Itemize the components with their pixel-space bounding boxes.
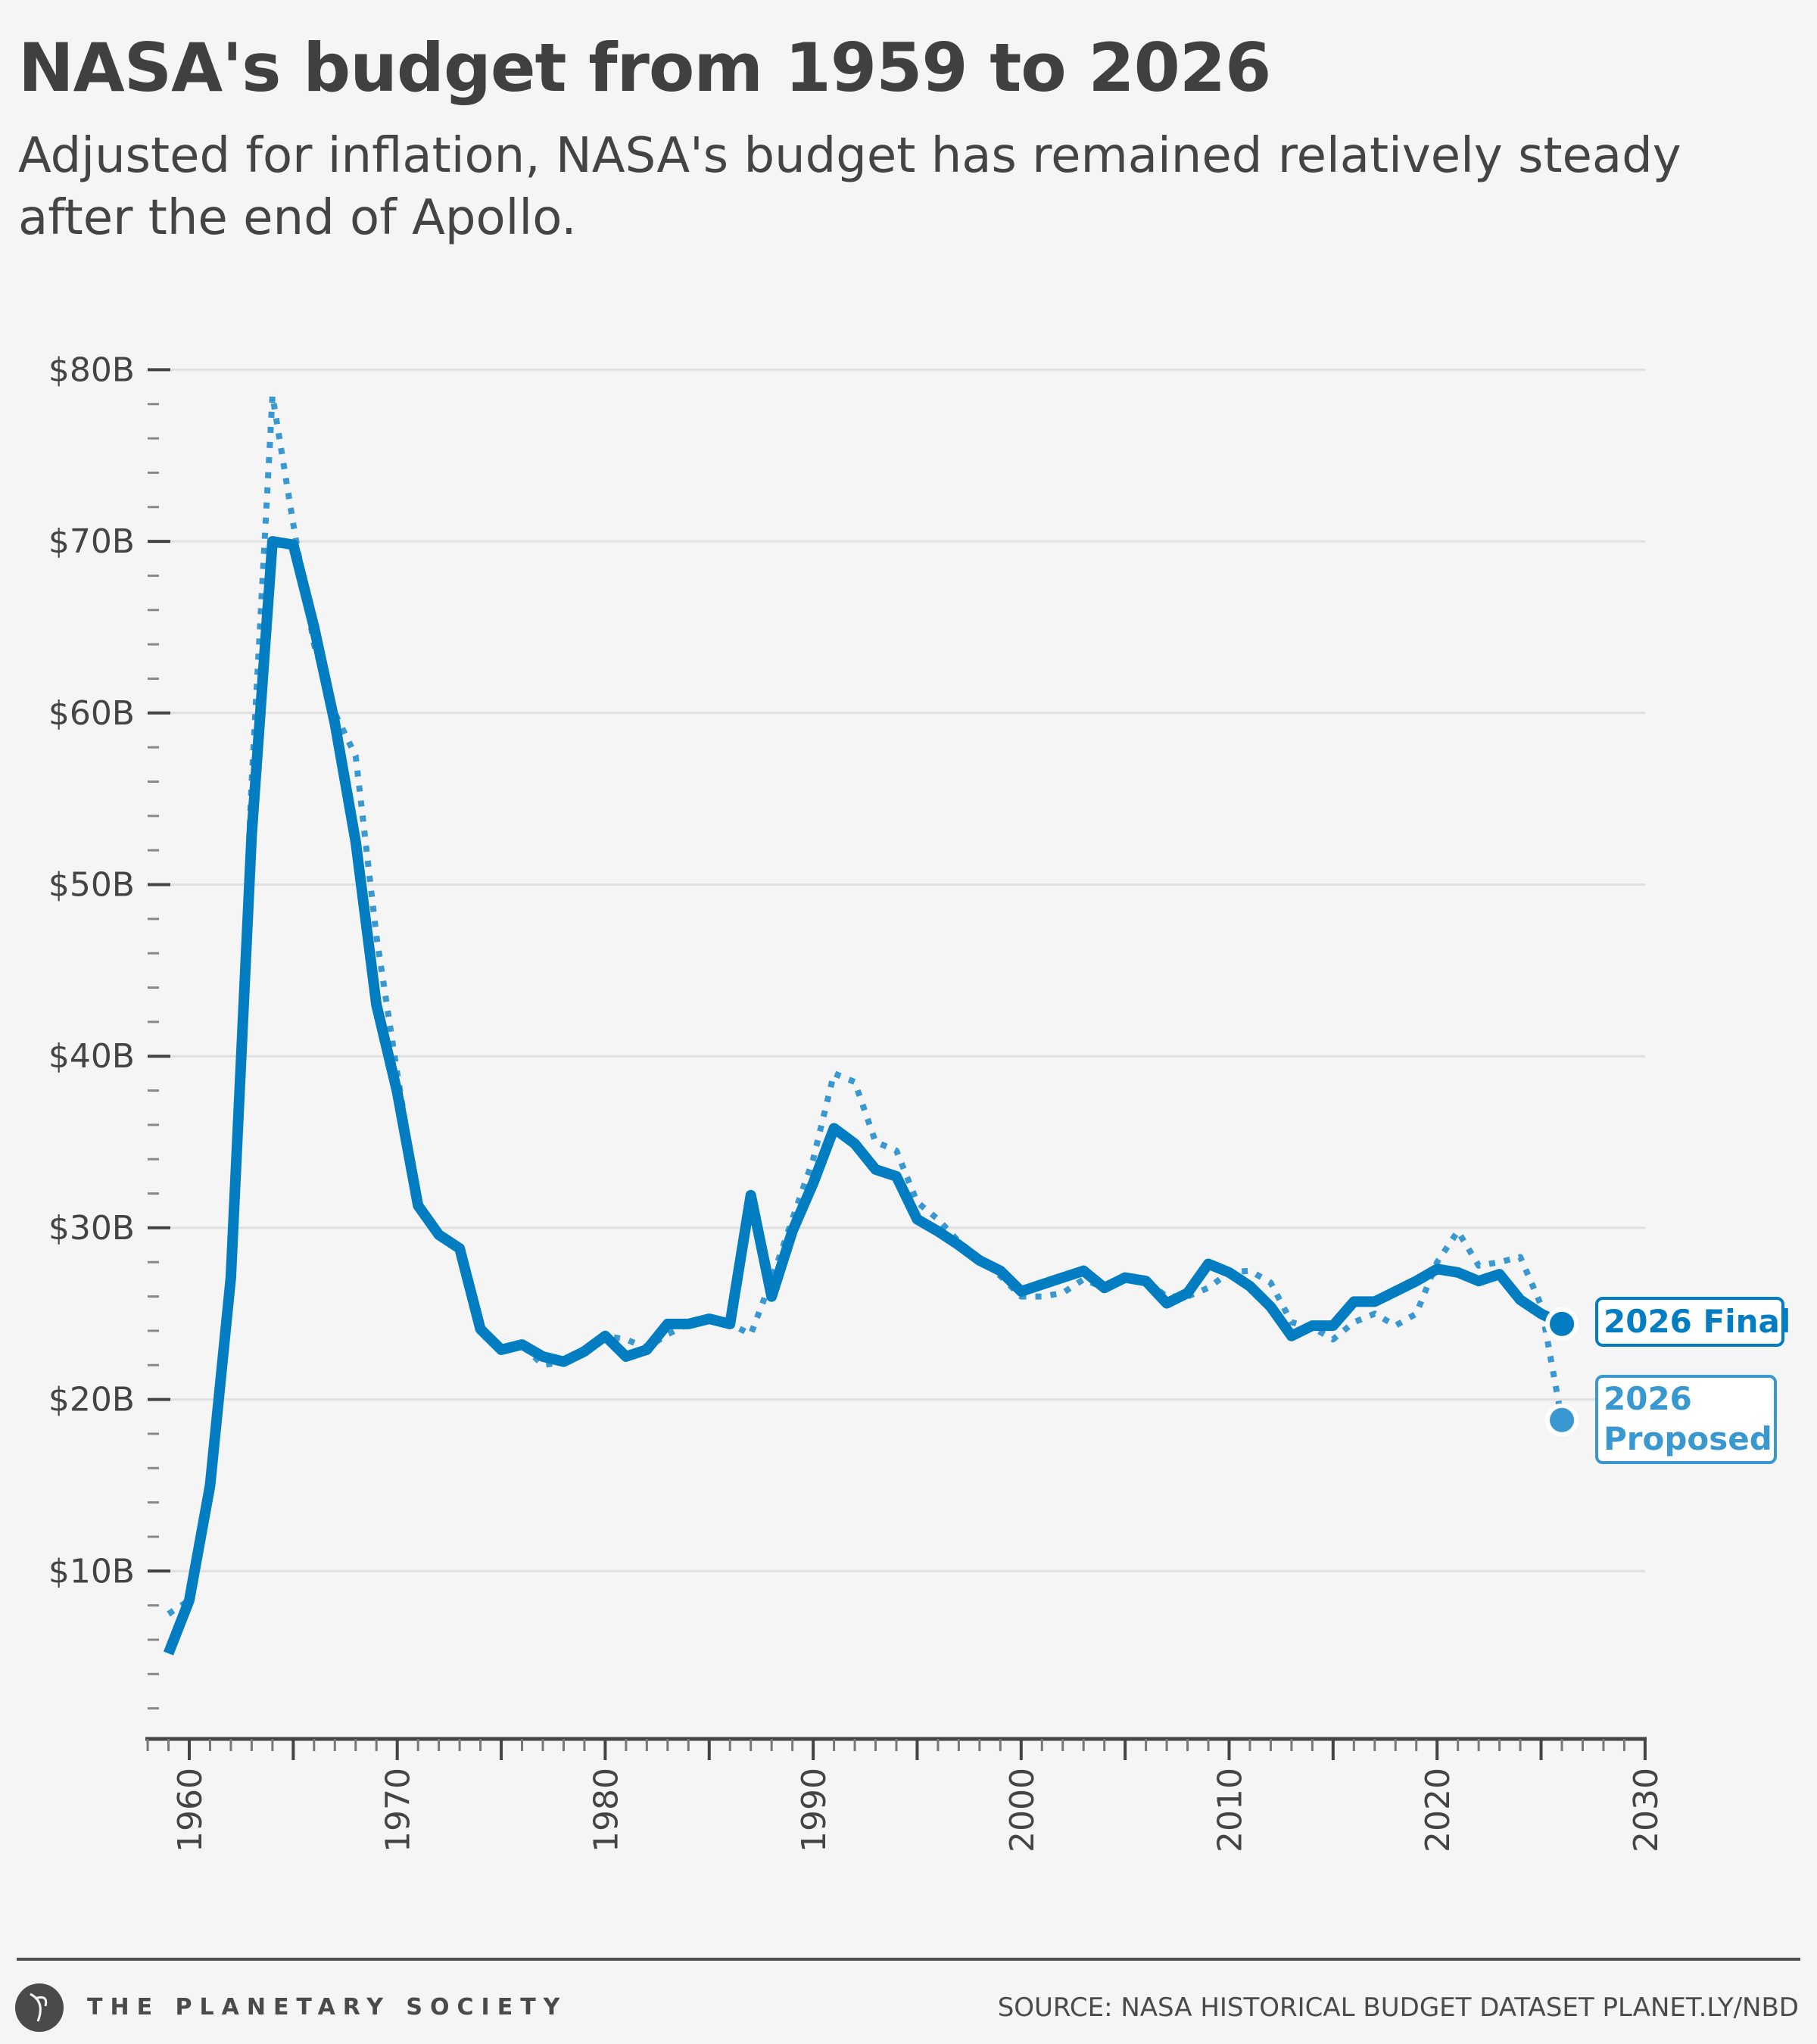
y-tick-label: $60B xyxy=(48,694,135,733)
final-2026-marker xyxy=(1545,1307,1579,1341)
y-tick-label: $30B xyxy=(48,1209,135,1248)
x-tick-label: 2010 xyxy=(1211,1768,1250,1852)
proposed-label-line2: Proposed xyxy=(1604,1420,1772,1457)
chart-title: NASA's budget from 1959 to 2026 xyxy=(18,29,1271,107)
proposed-label-box xyxy=(1595,1375,1777,1464)
y-tick-label: $80B xyxy=(48,351,135,389)
chart-subtitle: Adjusted for inflation, NASA's budget ha… xyxy=(18,128,1681,246)
y-tick-label: $20B xyxy=(48,1381,135,1419)
organization-name: THE PLANETARY SOCIETY xyxy=(87,1994,568,2021)
source-note: SOURCE: NASA HISTORICAL BUDGET DATASET P… xyxy=(997,1993,1799,2023)
y-tick-label: $40B xyxy=(48,1037,135,1076)
final-label: 2026 Final xyxy=(1604,1303,1791,1340)
y-tick-label: $10B xyxy=(48,1552,135,1591)
y-tick-label: $70B xyxy=(48,522,135,561)
proposed-2026-marker xyxy=(1545,1403,1579,1437)
x-tick-label: 2000 xyxy=(1003,1768,1042,1852)
y-tick-label: $50B xyxy=(48,866,135,905)
series-line-final xyxy=(163,536,1565,1656)
final-label-box xyxy=(1595,1297,1784,1347)
x-tick-label: 1990 xyxy=(795,1768,834,1852)
x-tick-label: 1960 xyxy=(171,1768,210,1852)
x-tick-label: 1970 xyxy=(379,1768,418,1852)
proposed-label-line1: 2026 xyxy=(1604,1380,1692,1417)
x-tick-label: 2020 xyxy=(1419,1768,1457,1852)
planetary-society-logo-icon xyxy=(15,1983,64,2032)
footer-divider xyxy=(17,1958,1800,1961)
x-tick-label: 1980 xyxy=(587,1768,625,1852)
x-tick-label: 2030 xyxy=(1627,1768,1666,1852)
